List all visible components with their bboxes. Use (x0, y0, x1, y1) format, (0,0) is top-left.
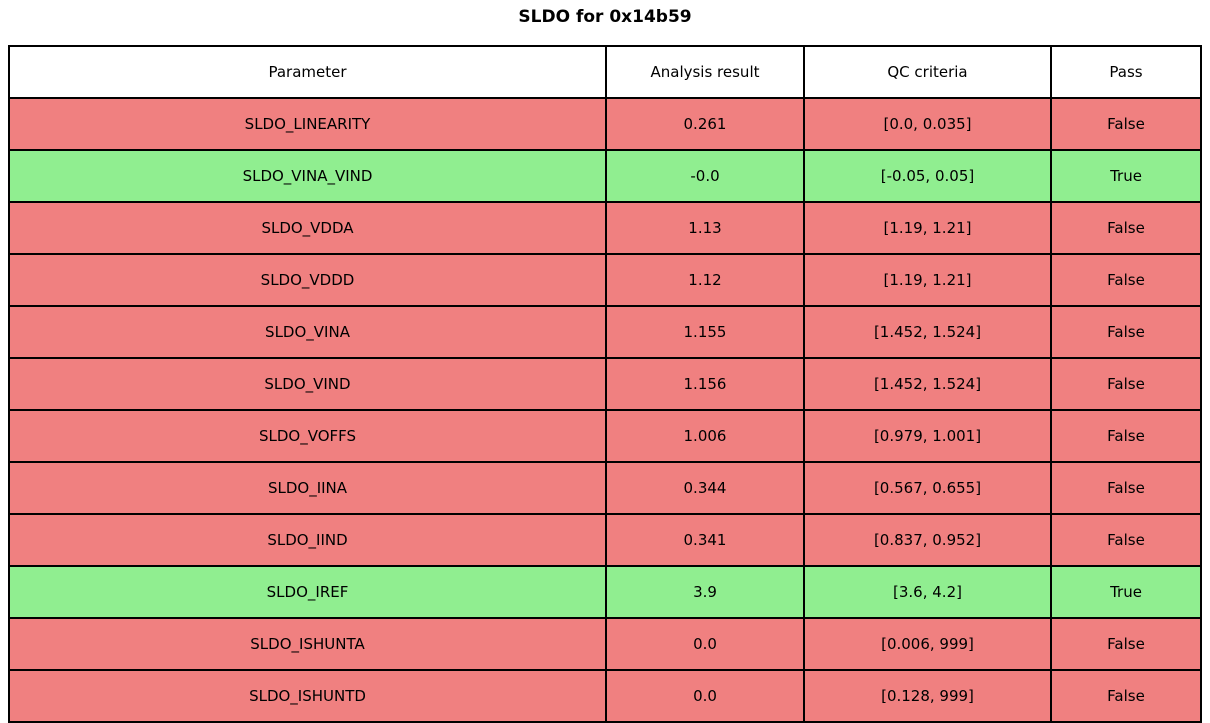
pass-cell: False (1050, 461, 1202, 515)
analysis-result-cell: -0.0 (605, 149, 805, 203)
table-row: SLDO_VOFFS 1.006 [0.979, 1.001] False (8, 409, 1202, 463)
pass-cell: False (1050, 669, 1202, 723)
qc-results-table: Parameter Analysis result QC criteria Pa… (8, 45, 1202, 723)
table-row: SLDO_IREF 3.9 [3.6, 4.2] True (8, 565, 1202, 619)
analysis-result-cell: 1.12 (605, 253, 805, 307)
qc-criteria-cell: [0.567, 0.655] (803, 461, 1052, 515)
analysis-result-cell: 3.9 (605, 565, 805, 619)
table-row: SLDO_VINA 1.155 [1.452, 1.524] False (8, 305, 1202, 359)
parameter-cell: SLDO_VINA_VIND (8, 149, 607, 203)
table-row: SLDO_IIND 0.341 [0.837, 0.952] False (8, 513, 1202, 567)
qc-criteria-cell: [1.452, 1.524] (803, 305, 1052, 359)
pass-cell: False (1050, 409, 1202, 463)
analysis-result-cell: 0.341 (605, 513, 805, 567)
parameter-cell: SLDO_VDDD (8, 253, 607, 307)
analysis-result-cell: 1.13 (605, 201, 805, 255)
analysis-result-cell: 1.155 (605, 305, 805, 359)
analysis-result-cell: 1.006 (605, 409, 805, 463)
parameter-cell: SLDO_IINA (8, 461, 607, 515)
page-title: SLDO for 0x14b59 (518, 7, 692, 27)
qc-criteria-cell: [0.837, 0.952] (803, 513, 1052, 567)
qc-criteria-cell: [0.128, 999] (803, 669, 1052, 723)
analysis-result-cell: 0.261 (605, 97, 805, 151)
parameter-cell: SLDO_VDDA (8, 201, 607, 255)
parameter-cell: SLDO_ISHUNTD (8, 669, 607, 723)
pass-cell: True (1050, 565, 1202, 619)
table-body: SLDO_LINEARITY 0.261 [0.0, 0.035] False SLDO… (8, 97, 1202, 723)
table-row: SLDO_ISHUNTA 0.0 [0.006, 999] False (8, 617, 1202, 671)
qc-criteria-cell: [-0.05, 0.05] (803, 149, 1052, 203)
qc-criteria-cell: [1.19, 1.21] (803, 253, 1052, 307)
table-row: SLDO_LINEARITY 0.261 [0.0, 0.035] False (8, 97, 1202, 151)
col-header-pass: Pass (1050, 45, 1202, 99)
col-header-analysis-result: Analysis result (605, 45, 805, 99)
qc-criteria-cell: [3.6, 4.2] (803, 565, 1052, 619)
pass-cell: False (1050, 357, 1202, 411)
pass-cell: False (1050, 305, 1202, 359)
analysis-result-cell: 0.0 (605, 669, 805, 723)
pass-cell: False (1050, 513, 1202, 567)
parameter-cell: SLDO_IIND (8, 513, 607, 567)
parameter-cell: SLDO_VOFFS (8, 409, 607, 463)
header-row: Parameter Analysis result QC criteria Pa… (8, 45, 1202, 99)
table-row: SLDO_IINA 0.344 [0.567, 0.655] False (8, 461, 1202, 515)
qc-criteria-cell: [0.0, 0.035] (803, 97, 1052, 151)
qc-criteria-cell: [1.19, 1.21] (803, 201, 1052, 255)
qc-criteria-cell: [0.979, 1.001] (803, 409, 1052, 463)
table-row: SLDO_ISHUNTD 0.0 [0.128, 999] False (8, 669, 1202, 723)
analysis-result-cell: 0.0 (605, 617, 805, 671)
parameter-cell: SLDO_VINA (8, 305, 607, 359)
pass-cell: False (1050, 97, 1202, 151)
parameter-cell: SLDO_LINEARITY (8, 97, 607, 151)
pass-cell: False (1050, 617, 1202, 671)
table-row: SLDO_VIND 1.156 [1.452, 1.524] False (8, 357, 1202, 411)
qc-criteria-cell: [1.452, 1.524] (803, 357, 1052, 411)
table-row: SLDO_VINA_VIND -0.0 [-0.05, 0.05] True (8, 149, 1202, 203)
table-row: SLDO_VDDD 1.12 [1.19, 1.21] False (8, 253, 1202, 307)
analysis-result-cell: 0.344 (605, 461, 805, 515)
parameter-cell: SLDO_VIND (8, 357, 607, 411)
parameter-cell: SLDO_ISHUNTA (8, 617, 607, 671)
pass-cell: False (1050, 201, 1202, 255)
table-row: SLDO_VDDA 1.13 [1.19, 1.21] False (8, 201, 1202, 255)
parameter-cell: SLDO_IREF (8, 565, 607, 619)
col-header-parameter: Parameter (8, 45, 607, 99)
qc-criteria-cell: [0.006, 999] (803, 617, 1052, 671)
col-header-qc-criteria: QC criteria (803, 45, 1052, 99)
pass-cell: True (1050, 149, 1202, 203)
analysis-result-cell: 1.156 (605, 357, 805, 411)
pass-cell: False (1050, 253, 1202, 307)
